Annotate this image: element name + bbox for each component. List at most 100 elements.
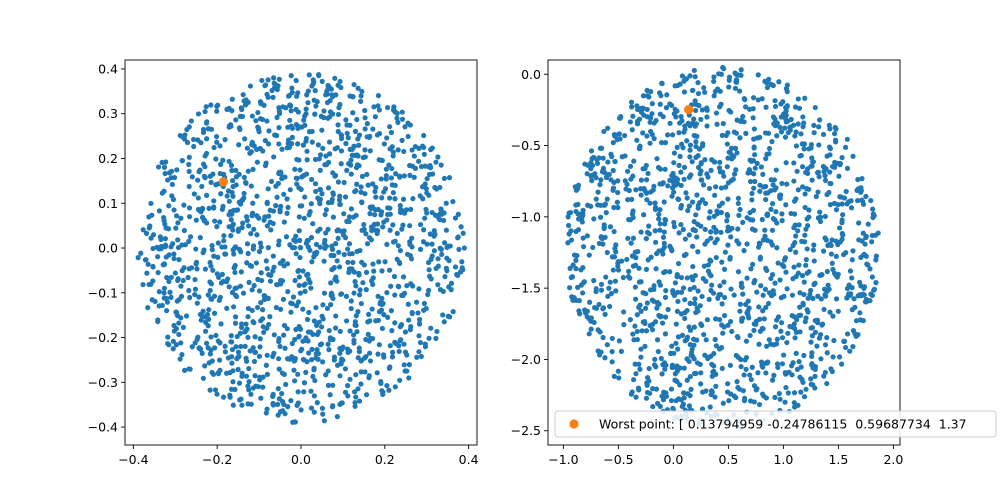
data-point bbox=[254, 159, 260, 165]
data-point bbox=[801, 291, 807, 298]
data-point bbox=[747, 372, 753, 378]
data-point bbox=[622, 178, 628, 184]
data-point bbox=[760, 171, 766, 177]
data-point bbox=[699, 107, 705, 113]
data-point bbox=[220, 157, 226, 163]
data-point bbox=[873, 257, 879, 263]
data-point bbox=[836, 225, 843, 231]
data-point bbox=[607, 279, 613, 285]
data-point bbox=[455, 272, 461, 279]
data-point bbox=[166, 278, 172, 285]
data-point bbox=[350, 259, 356, 266]
data-point bbox=[229, 360, 235, 366]
data-point bbox=[254, 304, 261, 311]
data-point bbox=[718, 229, 724, 235]
data-point bbox=[173, 309, 179, 315]
data-point bbox=[239, 225, 245, 231]
data-point bbox=[245, 305, 252, 312]
data-point bbox=[734, 117, 740, 123]
data-point bbox=[640, 105, 646, 111]
data-point bbox=[353, 372, 359, 378]
data-point bbox=[670, 132, 676, 138]
data-point bbox=[748, 398, 754, 404]
data-point bbox=[187, 234, 194, 240]
data-point bbox=[304, 359, 310, 365]
data-point bbox=[267, 278, 274, 284]
data-point bbox=[211, 310, 218, 316]
data-point bbox=[273, 183, 279, 189]
data-point bbox=[195, 137, 201, 143]
data-point bbox=[844, 136, 850, 142]
data-point bbox=[615, 263, 621, 269]
data-point bbox=[667, 120, 673, 126]
data-point bbox=[229, 339, 235, 345]
data-point bbox=[440, 288, 446, 295]
data-point bbox=[655, 348, 661, 355]
data-point bbox=[194, 266, 200, 272]
data-point bbox=[684, 334, 691, 340]
data-point bbox=[348, 171, 354, 177]
data-point bbox=[863, 235, 869, 241]
data-point bbox=[772, 116, 778, 122]
data-point bbox=[813, 193, 819, 200]
data-point bbox=[810, 295, 816, 302]
data-point bbox=[607, 303, 613, 310]
data-point bbox=[203, 150, 210, 157]
data-point bbox=[176, 320, 182, 326]
data-point bbox=[625, 197, 631, 203]
data-point bbox=[681, 365, 687, 371]
data-point bbox=[633, 187, 639, 193]
data-point bbox=[772, 394, 778, 400]
data-point bbox=[311, 365, 317, 371]
data-point bbox=[808, 287, 814, 294]
data-point bbox=[850, 344, 856, 350]
data-point bbox=[611, 254, 618, 260]
data-point bbox=[228, 386, 235, 392]
data-point bbox=[721, 279, 727, 285]
data-point bbox=[152, 298, 158, 305]
data-point bbox=[359, 173, 366, 179]
data-point bbox=[724, 141, 730, 147]
data-point bbox=[264, 223, 270, 229]
data-point bbox=[777, 124, 783, 130]
data-point bbox=[574, 284, 581, 291]
data-point bbox=[690, 263, 696, 270]
data-point bbox=[690, 199, 696, 205]
data-point bbox=[356, 270, 362, 276]
data-point bbox=[655, 164, 662, 171]
data-point bbox=[707, 404, 713, 410]
data-point bbox=[664, 92, 670, 98]
data-point bbox=[802, 204, 808, 211]
data-point bbox=[597, 182, 603, 188]
data-point bbox=[252, 349, 259, 355]
data-point bbox=[631, 337, 637, 343]
data-point bbox=[686, 203, 692, 209]
data-point bbox=[204, 340, 210, 346]
data-point bbox=[138, 250, 144, 256]
data-point bbox=[188, 265, 195, 271]
data-point bbox=[772, 98, 778, 104]
data-point bbox=[384, 290, 390, 296]
data-point bbox=[811, 242, 817, 248]
data-point bbox=[245, 334, 251, 340]
data-point bbox=[745, 312, 751, 318]
data-point bbox=[181, 265, 187, 271]
data-point bbox=[855, 293, 861, 299]
data-point bbox=[251, 282, 257, 289]
data-point bbox=[613, 288, 619, 294]
data-point bbox=[227, 394, 233, 400]
data-point bbox=[358, 300, 364, 307]
data-point bbox=[760, 391, 766, 397]
data-point bbox=[816, 174, 822, 180]
data-point bbox=[342, 366, 349, 372]
data-point bbox=[191, 136, 197, 143]
data-point bbox=[575, 201, 581, 207]
data-point bbox=[302, 194, 308, 200]
data-point bbox=[663, 105, 670, 111]
data-point bbox=[743, 301, 749, 307]
data-point bbox=[396, 284, 402, 290]
data-point bbox=[267, 314, 273, 320]
data-point bbox=[206, 316, 212, 322]
data-point bbox=[297, 167, 303, 173]
data-point bbox=[795, 96, 801, 102]
